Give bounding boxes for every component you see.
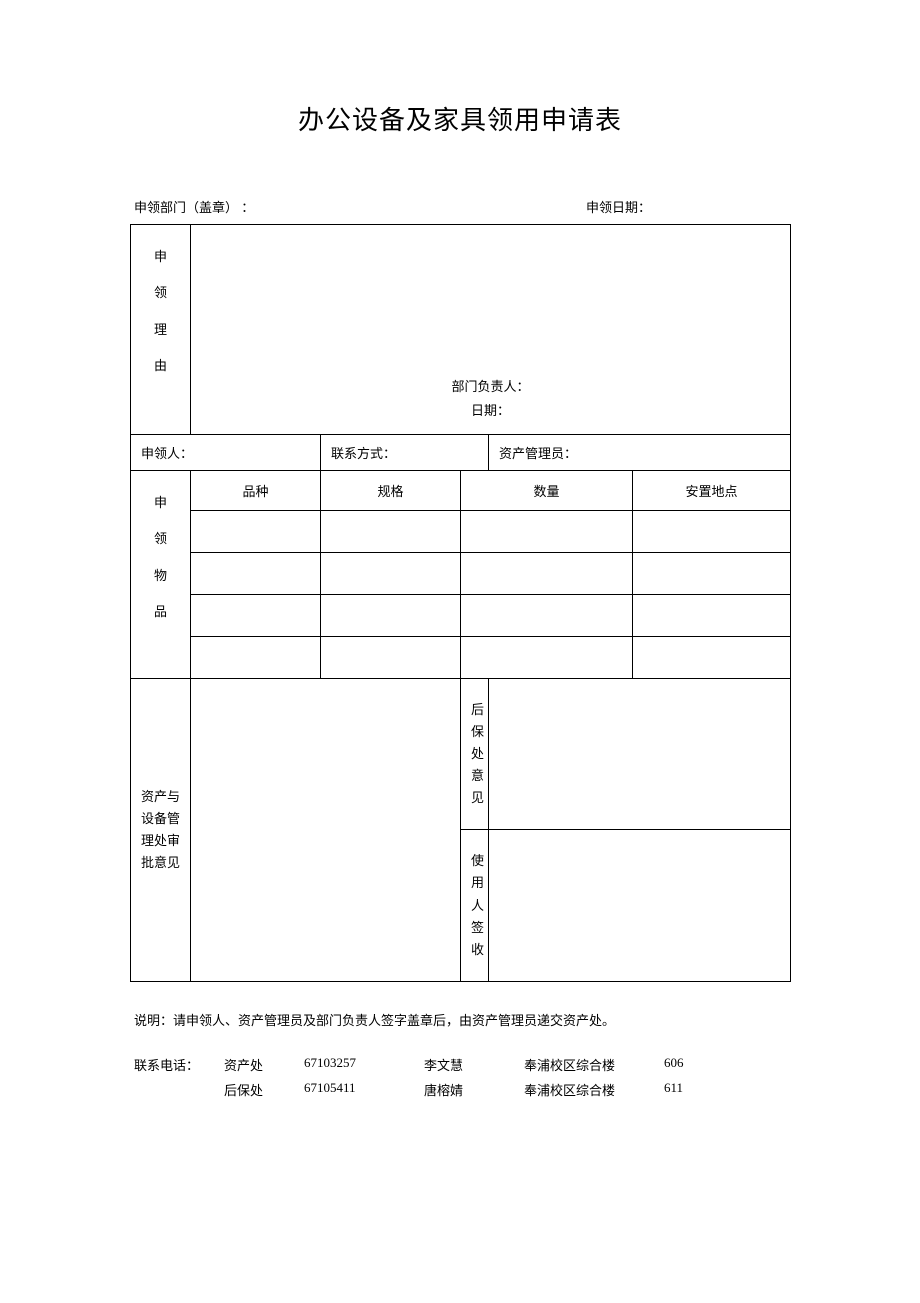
notes-text: 说明：请申领人、资产管理员及部门负责人签字盖章后，由资产管理员递交资产处。 — [130, 1010, 790, 1029]
date-label: 申领日期： — [586, 197, 786, 216]
col-location: 安置地点 — [633, 470, 791, 510]
approval-top-right-field — [489, 678, 791, 829]
item-row — [131, 510, 791, 552]
reason-signature-area: 部门负责人： 日期： — [191, 365, 791, 435]
reason-label: 申 领 理 由 — [131, 225, 191, 435]
contact-name: 李文慧 — [424, 1055, 524, 1074]
item-row — [131, 636, 791, 678]
contact-name: 唐榕婧 — [424, 1080, 524, 1099]
contact-location: 奉浦校区综合楼 — [524, 1080, 664, 1099]
col-variety: 品种 — [191, 470, 321, 510]
contact-phone: 67103257 — [304, 1055, 424, 1074]
contact-row: 联系电话： 资产处 67103257 李文慧 奉浦校区综合楼 606 — [134, 1055, 786, 1074]
item-row — [131, 594, 791, 636]
contact-dept: 后保处 — [224, 1080, 304, 1099]
dept-label: 申领部门（盖章） ： — [134, 197, 586, 216]
page-title: 办公设备及家具领用申请表 — [130, 100, 790, 137]
item-row — [131, 552, 791, 594]
contact-label: 联系电话： — [134, 1055, 224, 1074]
sig-date-label: 日期： — [197, 399, 784, 424]
contact-label: 联系方式： — [321, 434, 489, 470]
application-table: 申 领 理 由 部门负责人： 日期： 申领人： 联系方式： 资产管理员： 申 领… — [130, 224, 791, 982]
contact-room: 611 — [664, 1080, 714, 1099]
approval-left-field — [191, 678, 461, 981]
manager-label: 资产管理员： — [489, 434, 791, 470]
approval-top-right-label: 后保处意见 — [461, 678, 489, 829]
reason-field — [191, 225, 791, 365]
contact-row: 后保处 67105411 唐榕婧 奉浦校区综合楼 611 — [134, 1080, 786, 1099]
col-spec: 规格 — [321, 470, 461, 510]
col-qty: 数量 — [461, 470, 633, 510]
items-side-label: 申 领 物 品 — [131, 470, 191, 678]
approval-bottom-right-label: 使用人签收 — [461, 830, 489, 981]
contact-room: 606 — [664, 1055, 714, 1074]
header-row: 申领部门（盖章） ： 申领日期： — [130, 197, 790, 216]
applicant-label: 申领人： — [131, 434, 321, 470]
contact-phone: 67105411 — [304, 1080, 424, 1099]
contact-dept: 资产处 — [224, 1055, 304, 1074]
contact-block: 联系电话： 资产处 67103257 李文慧 奉浦校区综合楼 606 后保处 6… — [130, 1055, 790, 1099]
contact-location: 奉浦校区综合楼 — [524, 1055, 664, 1074]
dept-head-label: 部门负责人： — [197, 375, 784, 400]
approval-bottom-right-field — [489, 830, 791, 981]
approval-left-label: 资产与设备管理处审批意见 — [131, 678, 191, 981]
